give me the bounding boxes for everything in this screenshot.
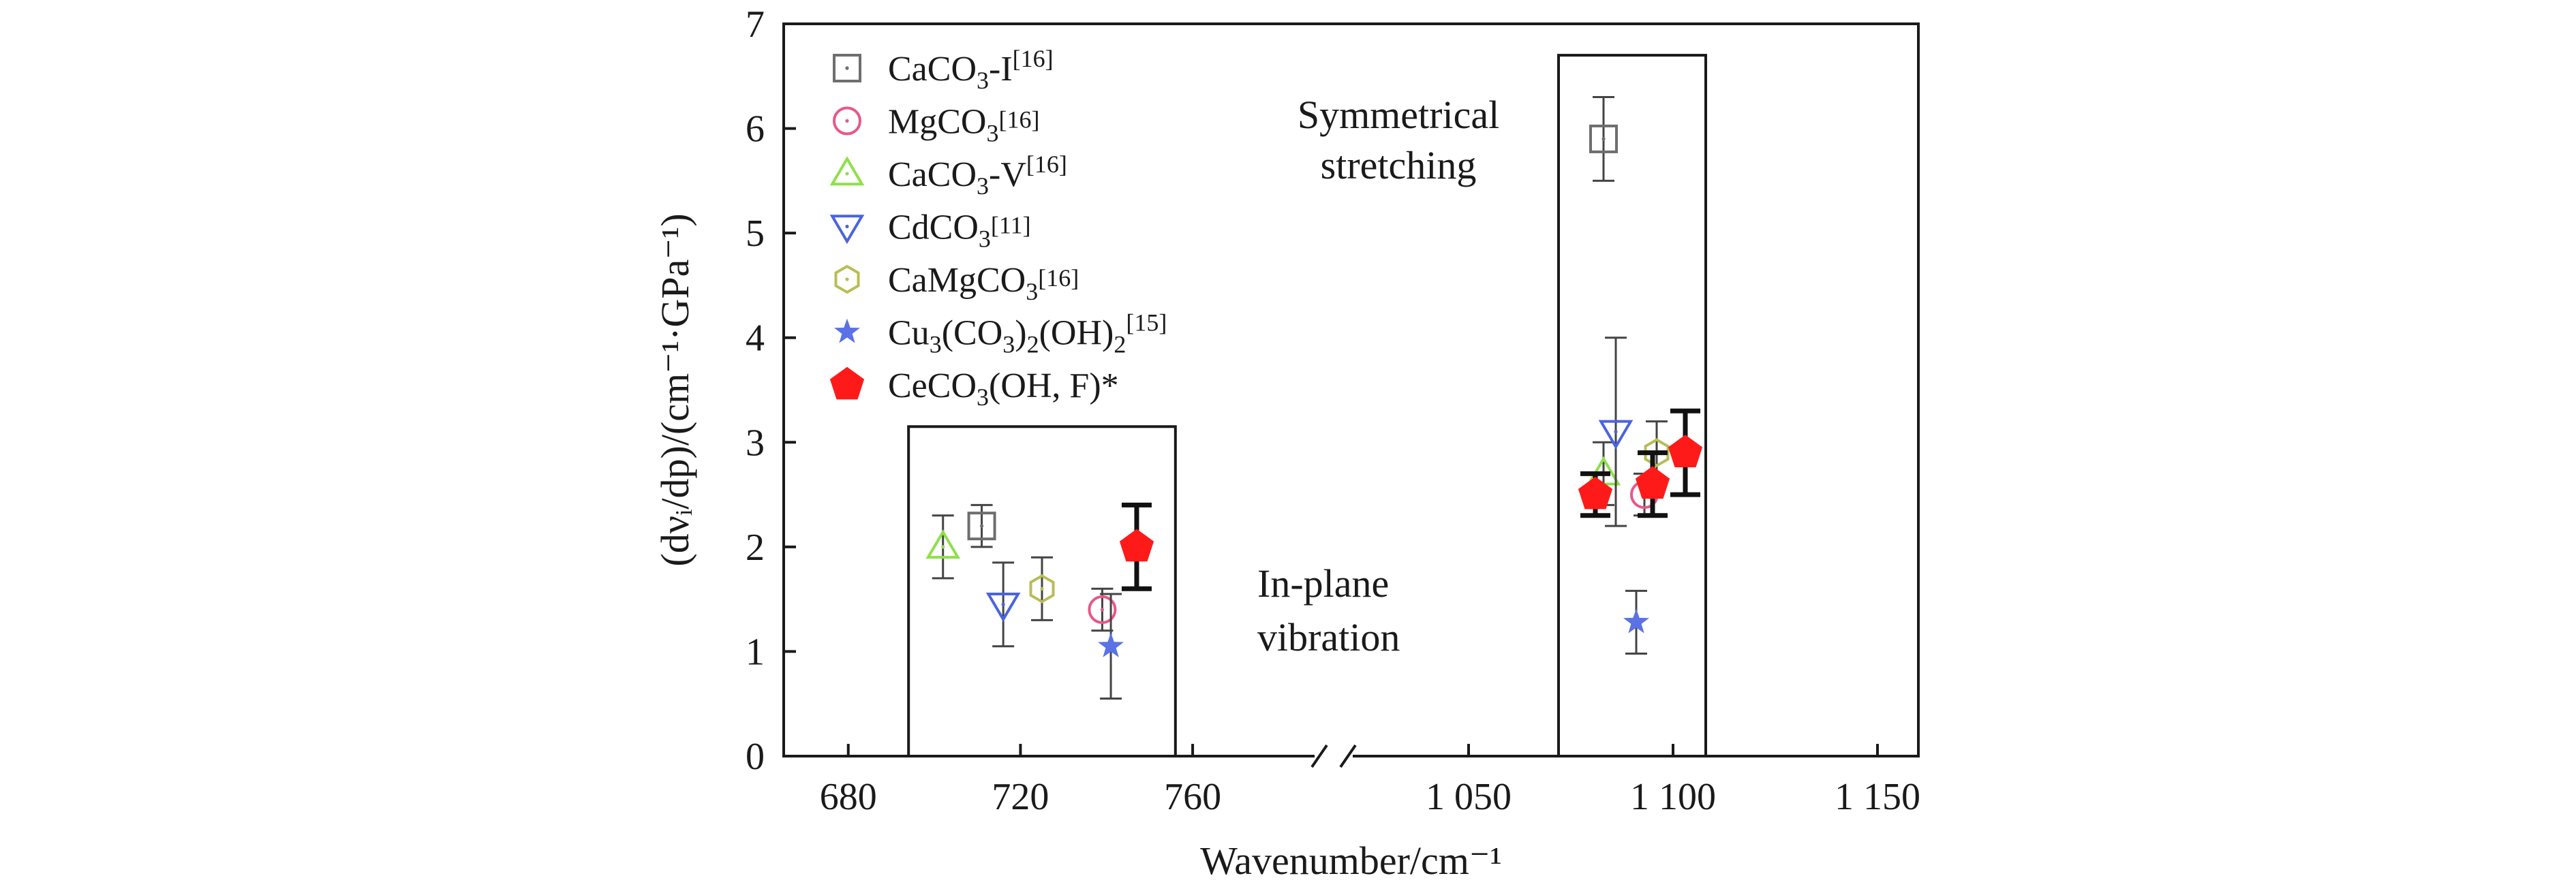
data-point bbox=[967, 512, 996, 541]
legend-marker bbox=[833, 54, 861, 82]
data-point bbox=[985, 593, 1021, 623]
data-point bbox=[925, 529, 961, 559]
x-tick-label: 680 bbox=[820, 776, 877, 818]
series-0 bbox=[967, 96, 1618, 548]
legend-label: Cu3(CO3)2(OH)2[15] bbox=[888, 309, 1167, 358]
x-tick-label: 1 150 bbox=[1835, 776, 1920, 818]
legend-marker-dot bbox=[845, 277, 849, 281]
data-point-dot bbox=[941, 545, 945, 549]
legend-label: CaCO3-V[16] bbox=[888, 151, 1067, 200]
data-point bbox=[1668, 435, 1703, 467]
legend-marker-dot bbox=[845, 119, 849, 123]
data-point bbox=[1623, 608, 1649, 634]
legend-marker bbox=[834, 318, 860, 343]
data-point-dot bbox=[1100, 608, 1105, 612]
data-point bbox=[1635, 466, 1670, 499]
legend-marker-dot bbox=[845, 66, 849, 70]
data-point bbox=[1088, 595, 1117, 624]
in-plane-box bbox=[907, 425, 1177, 757]
x-tick-label: 760 bbox=[1164, 776, 1221, 818]
x-axis-label: Wavenumber/cm⁻¹ bbox=[1200, 839, 1502, 883]
data-point-dot bbox=[1614, 430, 1618, 434]
series-5 bbox=[1098, 589, 1649, 700]
annotation-stretching: stretching bbox=[1321, 143, 1477, 187]
series-3 bbox=[985, 337, 1634, 648]
legend-label: CaCO3-I[16] bbox=[888, 45, 1054, 94]
x-tick-label: 720 bbox=[992, 776, 1049, 818]
legend-label: CdCO3[11] bbox=[888, 208, 1031, 253]
axis-break-mark bbox=[1310, 744, 1328, 768]
y-axis-label: (dνᵢ/dp)/(cm⁻¹·GPa⁻¹) bbox=[653, 213, 697, 566]
x-tick-label: 1 050 bbox=[1426, 776, 1512, 818]
legend: CaCO3-I[16] MgCO3[16]CaCO3-V[16] CdCO3[11]… bbox=[829, 45, 1167, 411]
axis-break-mark bbox=[1339, 744, 1357, 768]
data-point bbox=[1644, 438, 1670, 467]
annotation-in-plane: In-plane bbox=[1257, 561, 1389, 606]
y-tick-label: 1 bbox=[746, 631, 765, 673]
data-point-dot bbox=[1001, 602, 1005, 606]
series-6 bbox=[1119, 408, 1703, 591]
data-point-dot bbox=[979, 524, 984, 528]
annotation-vibration: vibration bbox=[1257, 615, 1400, 659]
x-tick-label: 1 100 bbox=[1630, 776, 1716, 818]
axis-break-gap bbox=[1315, 749, 1353, 763]
data-point bbox=[1029, 574, 1055, 604]
data-point bbox=[1598, 420, 1634, 450]
y-tick-label: 5 bbox=[746, 213, 765, 255]
y-tick-label: 4 bbox=[746, 317, 765, 360]
legend-marker-dot bbox=[845, 224, 849, 229]
data-point bbox=[1589, 124, 1618, 153]
data-point-dot bbox=[1601, 137, 1606, 141]
legend-marker bbox=[833, 106, 861, 136]
annotation-symmetrical: Symmetrical bbox=[1298, 93, 1499, 137]
data-point-dot bbox=[1040, 587, 1044, 591]
y-tick-label: 6 bbox=[746, 108, 765, 151]
legend-marker-dot bbox=[845, 172, 849, 176]
y-tick-label: 3 bbox=[746, 422, 765, 464]
legend-marker bbox=[834, 264, 860, 294]
data-point bbox=[1119, 529, 1154, 562]
legend-label: MgCO3[16] bbox=[888, 103, 1039, 147]
symmetrical-box bbox=[1557, 54, 1707, 758]
y-tick-label: 7 bbox=[746, 3, 765, 46]
data-point bbox=[1578, 476, 1613, 510]
legend-marker bbox=[829, 156, 865, 186]
legend-label: CaMgCO3[16] bbox=[888, 261, 1079, 305]
y-tick-label: 0 bbox=[746, 736, 765, 778]
legend-marker bbox=[829, 215, 865, 245]
legend-marker bbox=[829, 366, 865, 400]
y-tick-label: 2 bbox=[746, 527, 765, 569]
legend-label: CeCO3(OH, F)* bbox=[888, 366, 1119, 411]
data-point bbox=[1098, 632, 1124, 657]
